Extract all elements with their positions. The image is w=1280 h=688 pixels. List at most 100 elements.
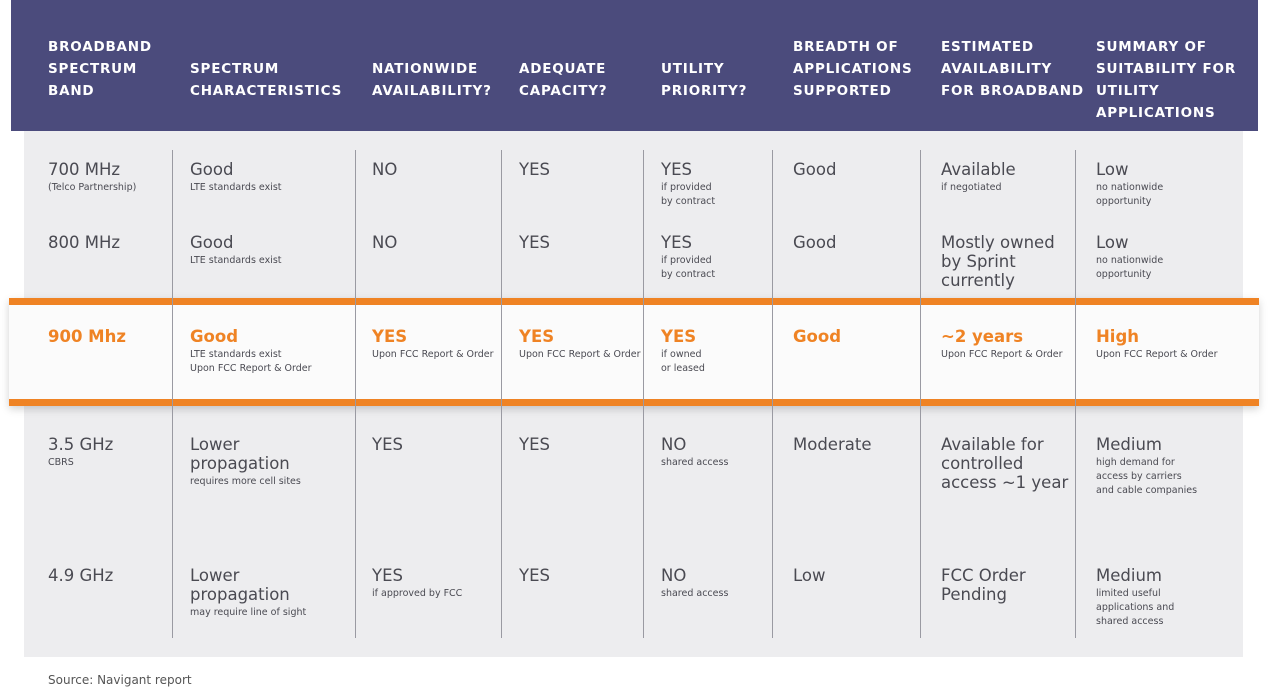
column-header: SUMMARY OF SUITABILITY FOR UTILITY APPLI… — [1096, 39, 1237, 121]
cell-note: shared access — [661, 457, 729, 468]
column-divider — [643, 150, 644, 638]
table-cell: YES Upon FCC Report & Order — [372, 327, 494, 362]
column-divider — [501, 150, 502, 638]
highlighted-row-background — [9, 298, 1259, 406]
column-divider — [355, 150, 356, 638]
table-cell: YES if provided by contract — [661, 160, 715, 209]
column-header: BREADTH OF APPLICATIONS SUPPORTED — [793, 39, 913, 99]
cell-note: if owned or leased — [661, 349, 705, 374]
column-divider — [920, 150, 921, 638]
cell-note: Upon FCC Report & Order — [941, 349, 1063, 360]
cell-note: Upon FCC Report & Order — [519, 349, 641, 360]
table-cell: Available for controlled access ~1 year — [941, 435, 1068, 492]
table-cell: Medium high demand for access by carriers… — [1096, 435, 1197, 498]
cell-value: NO — [661, 435, 687, 454]
cell-value: Medium — [1096, 435, 1162, 454]
table-cell: YES if owned or leased — [661, 327, 705, 376]
cell-value: NO — [372, 160, 398, 179]
cell-value: High — [1096, 327, 1140, 346]
column-header: ESTIMATED AVAILABILITY FOR BROADBAND — [941, 39, 1084, 99]
column-header: BROADBAND SPECTRUM BAND — [48, 39, 152, 99]
cell-value: Lower propagation — [190, 566, 290, 604]
cell-note: if provided by contract — [661, 182, 716, 207]
cell-value: Available — [941, 160, 1016, 179]
cell-note: limited useful applications and shared a… — [1096, 588, 1175, 627]
cell-value: Low — [793, 566, 826, 585]
table-cell: YES — [519, 566, 550, 585]
cell-value: YES — [372, 327, 408, 346]
table-cell: Low no nationwide opportunity — [1096, 233, 1163, 282]
cell-value: YES — [519, 435, 550, 454]
cell-value: YES — [661, 233, 692, 252]
cell-value: YES — [661, 160, 692, 179]
table-cell: Moderate — [793, 435, 871, 454]
cell-note: no nationwide opportunity — [1096, 255, 1164, 280]
table-cell: NO shared access — [661, 435, 728, 470]
cell-value: Good — [190, 327, 239, 346]
table-cell: 900 Mhz — [48, 327, 126, 346]
table-cell: YES — [372, 435, 403, 454]
table-cell: Low no nationwide opportunity — [1096, 160, 1163, 209]
table-cell: Lower propagation requires more cell site… — [190, 435, 301, 489]
table-cell: High Upon FCC Report & Order — [1096, 327, 1218, 362]
cell-note: Upon FCC Report & Order — [1096, 349, 1218, 360]
column-header: NATIONWIDE AVAILABILITY? — [372, 61, 492, 99]
cell-value: YES — [519, 160, 550, 179]
cell-value: YES — [372, 435, 403, 454]
cell-note: may require line of sight — [190, 607, 307, 618]
cell-value: 4.9 GHz — [48, 566, 114, 585]
cell-note: LTE standards exist — [190, 182, 282, 193]
cell-value: NO — [661, 566, 687, 585]
table-cell: YES — [519, 435, 550, 454]
table-cell: NO — [372, 233, 397, 252]
cell-value: FCC Order Pending — [941, 566, 1026, 604]
table-cell: YES if approved by FCC — [372, 566, 462, 601]
column-header: UTILITY PRIORITY? — [661, 61, 748, 99]
cell-note: (Telco Partnership) — [48, 182, 137, 193]
cell-note: no nationwide opportunity — [1096, 182, 1164, 207]
cell-note: shared access — [661, 588, 729, 599]
cell-value: ~2 years — [941, 327, 1024, 346]
source-note: Source: Navigant report — [48, 673, 192, 687]
cell-value: Low — [1096, 160, 1129, 179]
cell-value: Good — [190, 233, 234, 252]
table-cell: 700 MHz (Telco Partnership) — [48, 160, 136, 195]
table-cell: YES Upon FCC Report & Order — [519, 327, 641, 362]
table-cell: NO shared access — [661, 566, 728, 601]
cell-note: high demand for access by carriers and c… — [1096, 457, 1198, 496]
table-cell: 3.5 GHz CBRS — [48, 435, 113, 470]
table-cell: YES — [519, 233, 550, 252]
cell-value: 900 Mhz — [48, 327, 126, 346]
cell-value: NO — [372, 233, 398, 252]
cell-note: if approved by FCC — [372, 588, 463, 599]
cell-value: Moderate — [793, 435, 872, 454]
cell-value: 800 MHz — [48, 233, 121, 252]
cell-value: YES — [372, 566, 403, 585]
cell-value: Available for controlled access ~1 year — [941, 435, 1069, 492]
cell-note: Upon FCC Report & Order — [372, 349, 494, 360]
table-cell: Mostly owned by Sprint currently — [941, 233, 1055, 290]
column-header: ADEQUATE CAPACITY? — [519, 61, 608, 99]
table-cell: YES if provided by contract — [661, 233, 715, 282]
column-divider — [772, 150, 773, 638]
cell-value: 700 MHz — [48, 160, 121, 179]
table-cell: Available if negotiated — [941, 160, 1016, 195]
cell-value: YES — [519, 566, 550, 585]
table-cell: NO — [372, 160, 397, 179]
cell-value: Good — [190, 160, 234, 179]
table-cell: Good — [793, 327, 841, 346]
cell-value: Mostly owned by Sprint currently — [941, 233, 1055, 290]
table-cell: Lower propagation may require line of sig… — [190, 566, 306, 620]
table-cell: Good LTE standards exist Upon FCC Report … — [190, 327, 312, 376]
table-cell: Good LTE standards exist — [190, 233, 282, 268]
column-divider — [1075, 150, 1076, 638]
cell-note: LTE standards exist Upon FCC Report & Or… — [190, 349, 312, 374]
cell-value: Lower propagation — [190, 435, 290, 473]
cell-value: YES — [519, 327, 555, 346]
table-cell: FCC Order Pending — [941, 566, 1026, 604]
column-divider — [172, 150, 173, 638]
highlight-bar-bottom — [9, 399, 1259, 406]
cell-note: if provided by contract — [661, 255, 716, 280]
cell-value: Medium — [1096, 566, 1162, 585]
column-header: SPECTRUM CHARACTERISTICS — [190, 61, 343, 99]
